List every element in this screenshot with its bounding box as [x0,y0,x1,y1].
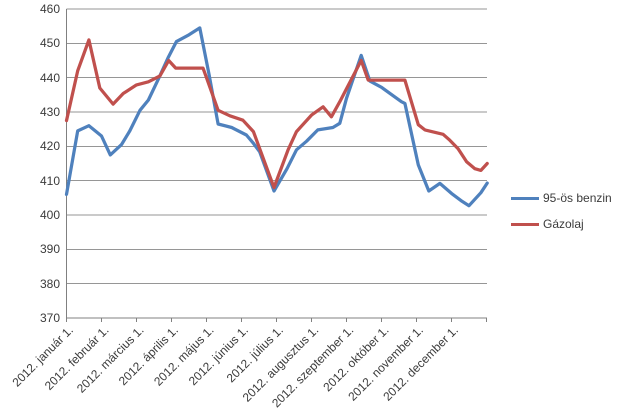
legend: 95-ös benzin Gázolaj [511,188,612,240]
legend-item-gazolaj: Gázolaj [511,214,612,234]
series-line-0 [64,26,489,208]
y-axis-label: 430 [39,105,60,119]
legend-label-gazolaj: Gázolaj [543,217,584,231]
y-axis-label: 370 [39,311,60,325]
legend-item-benzin: 95-ös benzin [511,188,612,208]
y-axis-label: 440 [39,70,60,85]
benzin-line-swatch [511,196,539,200]
y-axis-label: 410 [39,173,60,188]
y-axis-label: 400 [39,208,60,222]
legend-label-benzin: 95-ös benzin [543,191,612,205]
y-axis-label: 450 [39,36,60,51]
series-line-1 [64,38,489,190]
gazolaj-line-swatch [511,222,539,226]
y-axis-label: 380 [39,276,60,291]
y-axis-label: 420 [39,139,60,154]
y-axis-label: 390 [39,242,60,257]
y-axis-label: 460 [39,2,60,16]
